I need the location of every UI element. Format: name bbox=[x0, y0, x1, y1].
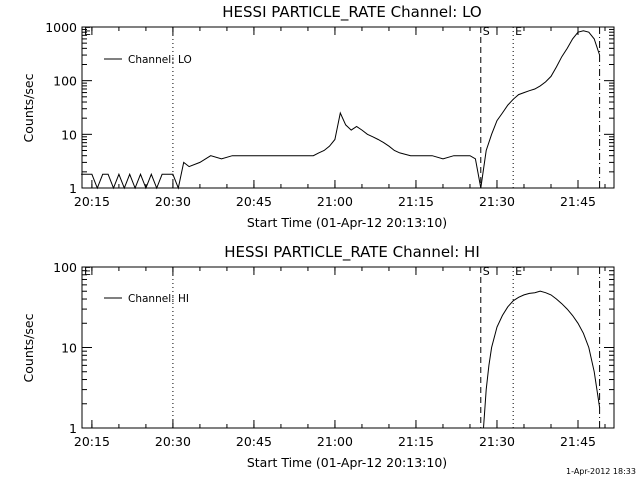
x-tick-label: 21:00 bbox=[317, 194, 353, 209]
event-marker-label: E bbox=[515, 265, 522, 278]
ticks-hi: 20:15 20:30 20:45 21:00 21:15 21:30 21:45 1 10 10… bbox=[53, 260, 614, 449]
x-axis-label-lo: Start Time (01-Apr-12 20:13:10) bbox=[247, 215, 447, 230]
x-tick-label: 20:45 bbox=[236, 434, 272, 449]
x-tick-label: 21:30 bbox=[479, 194, 515, 209]
event-marker-label: S bbox=[483, 265, 490, 278]
x-tick-label: 21:45 bbox=[560, 434, 596, 449]
y-tick-label: 1000 bbox=[45, 20, 77, 35]
series-line-hi bbox=[483, 290, 601, 429]
y-tick-label: 100 bbox=[53, 260, 77, 275]
footer-timestamp: 1-Apr-2012 18:33 bbox=[566, 467, 636, 476]
plot-frame-lo bbox=[81, 26, 615, 189]
y-tick-label: 1 bbox=[69, 181, 77, 196]
panel-hi: HESSI PARTICLE_RATE Channel: HI Counts/s… bbox=[21, 243, 615, 470]
y-tick-label: 10 bbox=[61, 341, 77, 356]
x-tick-label: 21:15 bbox=[398, 434, 434, 449]
x-tick-label: 20:45 bbox=[236, 194, 272, 209]
series-line-lo bbox=[81, 30, 601, 190]
y-tick-label: 100 bbox=[53, 74, 77, 89]
ticks-lo: 20:15 20:30 20:45 21:00 21:15 21:30 21:45 1 10 10… bbox=[45, 20, 614, 209]
x-tick-label: 21:45 bbox=[560, 194, 596, 209]
event-marker-label: E bbox=[515, 25, 522, 38]
x-tick-label: 20:30 bbox=[155, 194, 191, 209]
event-marker-label: E bbox=[84, 265, 91, 278]
legend-lo: Channel: LO bbox=[104, 54, 192, 66]
y-axis-label-hi: Counts/sec bbox=[21, 313, 36, 382]
x-axis-label-hi: Start Time (01-Apr-12 20:13:10) bbox=[247, 455, 447, 470]
x-tick-label: 20:15 bbox=[74, 194, 110, 209]
chart-title-hi: HESSI PARTICLE_RATE Channel: HI bbox=[224, 243, 480, 262]
x-tick-label: 21:15 bbox=[398, 194, 434, 209]
panel-lo: HESSI PARTICLE_RATE Channel: LO Counts/s… bbox=[21, 3, 615, 230]
y-tick-label: 1 bbox=[69, 421, 77, 436]
event-marker-label: S bbox=[483, 25, 490, 38]
x-tick-label: 20:30 bbox=[155, 434, 191, 449]
event-marker-label: E bbox=[84, 25, 91, 38]
chart-title-lo: HESSI PARTICLE_RATE Channel: LO bbox=[222, 3, 481, 22]
legend-label-lo: Channel: LO bbox=[128, 54, 192, 66]
legend-hi: Channel: HI bbox=[104, 293, 189, 305]
legend-label-hi: Channel: HI bbox=[128, 293, 189, 305]
x-tick-label: 21:00 bbox=[317, 434, 353, 449]
plot-frame-hi bbox=[81, 266, 615, 429]
y-tick-label: 10 bbox=[61, 127, 77, 142]
x-tick-label: 20:15 bbox=[74, 434, 110, 449]
y-axis-label-lo: Counts/sec bbox=[21, 73, 36, 142]
x-tick-label: 21:30 bbox=[479, 434, 515, 449]
